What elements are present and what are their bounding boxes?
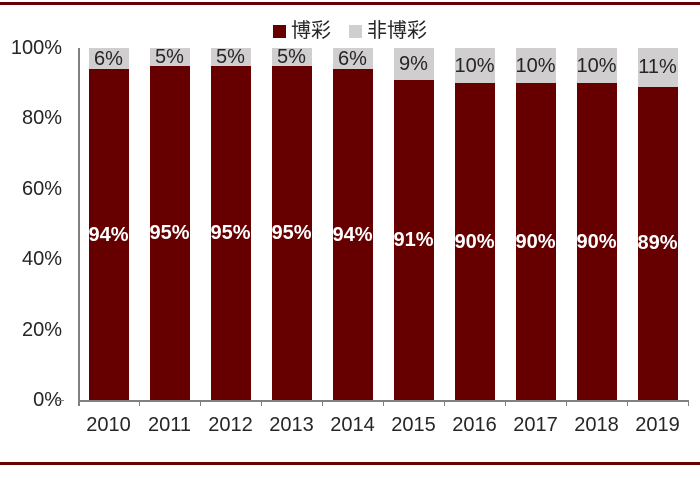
x-axis-category-label: 2010 <box>86 414 131 436</box>
x-axis-tick <box>383 400 384 406</box>
legend-label-nongaming: 非博彩 <box>367 20 427 42</box>
y-axis-tick-label: 60% <box>21 177 62 200</box>
x-axis-tick <box>78 400 79 406</box>
bar-label-nongaming: 5% <box>216 45 245 68</box>
x-axis-tick <box>139 400 140 406</box>
bar-label-gaming: 94% <box>88 223 129 246</box>
bar-label-nongaming: 10% <box>454 54 495 77</box>
legend-swatch-nongaming <box>349 24 362 38</box>
bar-segment-nongaming <box>210 48 251 66</box>
bar-segment-gaming <box>271 65 312 400</box>
y-axis-tick-label: 40% <box>21 248 62 271</box>
y-axis-line <box>78 48 80 406</box>
bar-segment-gaming <box>515 83 556 400</box>
x-axis-tick <box>261 400 262 406</box>
bar-segment-gaming <box>637 86 678 400</box>
bar-label-gaming: 89% <box>637 232 678 255</box>
y-axis-tick-label: 0% <box>33 389 62 411</box>
x-axis-category-label: 2012 <box>208 414 253 436</box>
bar-label-nongaming: 5% <box>277 45 306 68</box>
bar-segment-nongaming <box>149 48 190 66</box>
legend-item-nongaming: 非博彩 <box>349 21 427 41</box>
top-accent-rule <box>0 2 700 5</box>
bar-label-gaming: 95% <box>271 221 312 244</box>
bar-segment-gaming <box>576 83 617 400</box>
x-axis-tick <box>566 400 567 406</box>
legend-swatch-gaming <box>273 24 286 38</box>
bar-segment-nongaming <box>515 48 556 84</box>
x-axis-category-label: 2017 <box>513 414 558 436</box>
bar-segment-gaming <box>149 65 190 400</box>
bar-label-gaming: 90% <box>454 230 495 253</box>
bar-segment-nongaming <box>271 48 312 66</box>
x-axis-category-label: 2013 <box>269 414 314 436</box>
bar-segment-gaming <box>210 65 251 400</box>
x-axis-category-label: 2014 <box>330 414 375 436</box>
bar-segment-nongaming <box>88 48 129 70</box>
bar-segment-nongaming <box>393 48 434 80</box>
bar-label-nongaming: 6% <box>338 47 367 70</box>
bar-label-nongaming: 11% <box>638 56 677 79</box>
bar-segment-gaming <box>332 69 373 400</box>
x-axis-category-label: 2015 <box>391 414 436 436</box>
y-axis-tick-label: 80% <box>21 107 62 130</box>
bar-label-gaming: 94% <box>332 223 373 246</box>
bar-segment-gaming <box>88 69 129 400</box>
bar-label-gaming: 91% <box>393 228 434 251</box>
bar-label-nongaming: 10% <box>515 54 556 77</box>
x-axis-category-label: 2016 <box>452 414 497 436</box>
y-axis-tick-label: 100% <box>10 37 62 59</box>
x-axis-tick <box>505 400 506 406</box>
bar-label-gaming: 95% <box>210 221 251 244</box>
x-axis-tick <box>322 400 323 406</box>
x-axis-tick <box>627 400 628 406</box>
bar-segment-nongaming <box>454 48 495 84</box>
x-axis-tick <box>444 400 445 406</box>
bar-segment-gaming <box>393 79 434 400</box>
y-axis-zero-tick <box>56 400 64 401</box>
legend: 博彩 非博彩 <box>0 21 700 41</box>
bar-segment-nongaming <box>637 48 678 87</box>
y-axis-tick-label: 20% <box>21 318 62 341</box>
bottom-accent-rule <box>0 462 700 465</box>
x-axis-category-label: 2019 <box>635 414 680 436</box>
legend-item-gaming: 博彩 <box>273 21 331 41</box>
x-axis-tick <box>688 400 689 406</box>
bar-label-nongaming: 10% <box>576 54 617 77</box>
bar-label-nongaming: 5% <box>155 45 184 68</box>
bar-segment-nongaming <box>576 48 617 84</box>
x-axis-tick <box>200 400 201 406</box>
bar-label-gaming: 90% <box>515 230 556 253</box>
bar-segment-gaming <box>454 83 495 400</box>
bar-label-gaming: 90% <box>576 230 617 253</box>
bar-segment-nongaming <box>332 48 373 70</box>
legend-label-gaming: 博彩 <box>291 20 331 42</box>
bar-label-nongaming: 6% <box>94 47 123 70</box>
bar-label-nongaming: 9% <box>399 52 428 75</box>
x-axis-category-label: 2018 <box>574 414 619 436</box>
bar-label-gaming: 95% <box>149 221 190 244</box>
x-axis-category-label: 2011 <box>147 414 192 436</box>
